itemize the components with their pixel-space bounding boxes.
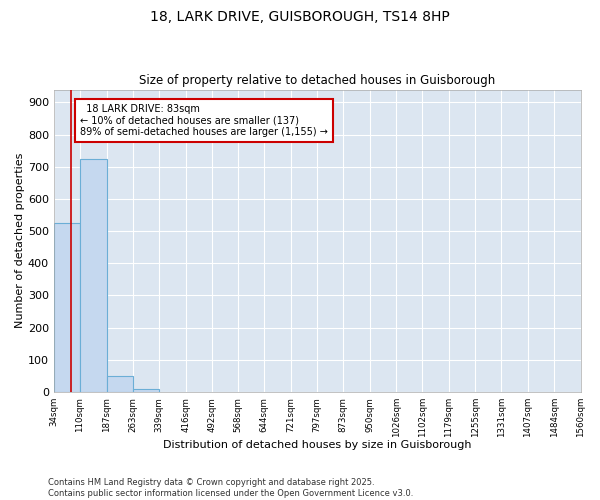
X-axis label: Distribution of detached houses by size in Guisborough: Distribution of detached houses by size … bbox=[163, 440, 472, 450]
Text: Contains HM Land Registry data © Crown copyright and database right 2025.
Contai: Contains HM Land Registry data © Crown c… bbox=[48, 478, 413, 498]
Bar bbox=[133, 389, 159, 392]
Y-axis label: Number of detached properties: Number of detached properties bbox=[15, 153, 25, 328]
Title: Size of property relative to detached houses in Guisborough: Size of property relative to detached ho… bbox=[139, 74, 495, 87]
Bar bbox=[107, 376, 133, 392]
Bar bbox=[80, 158, 107, 392]
Text: 18, LARK DRIVE, GUISBOROUGH, TS14 8HP: 18, LARK DRIVE, GUISBOROUGH, TS14 8HP bbox=[150, 10, 450, 24]
Bar bbox=[54, 223, 80, 392]
Text: 18 LARK DRIVE: 83sqm
← 10% of detached houses are smaller (137)
89% of semi-deta: 18 LARK DRIVE: 83sqm ← 10% of detached h… bbox=[80, 104, 328, 137]
